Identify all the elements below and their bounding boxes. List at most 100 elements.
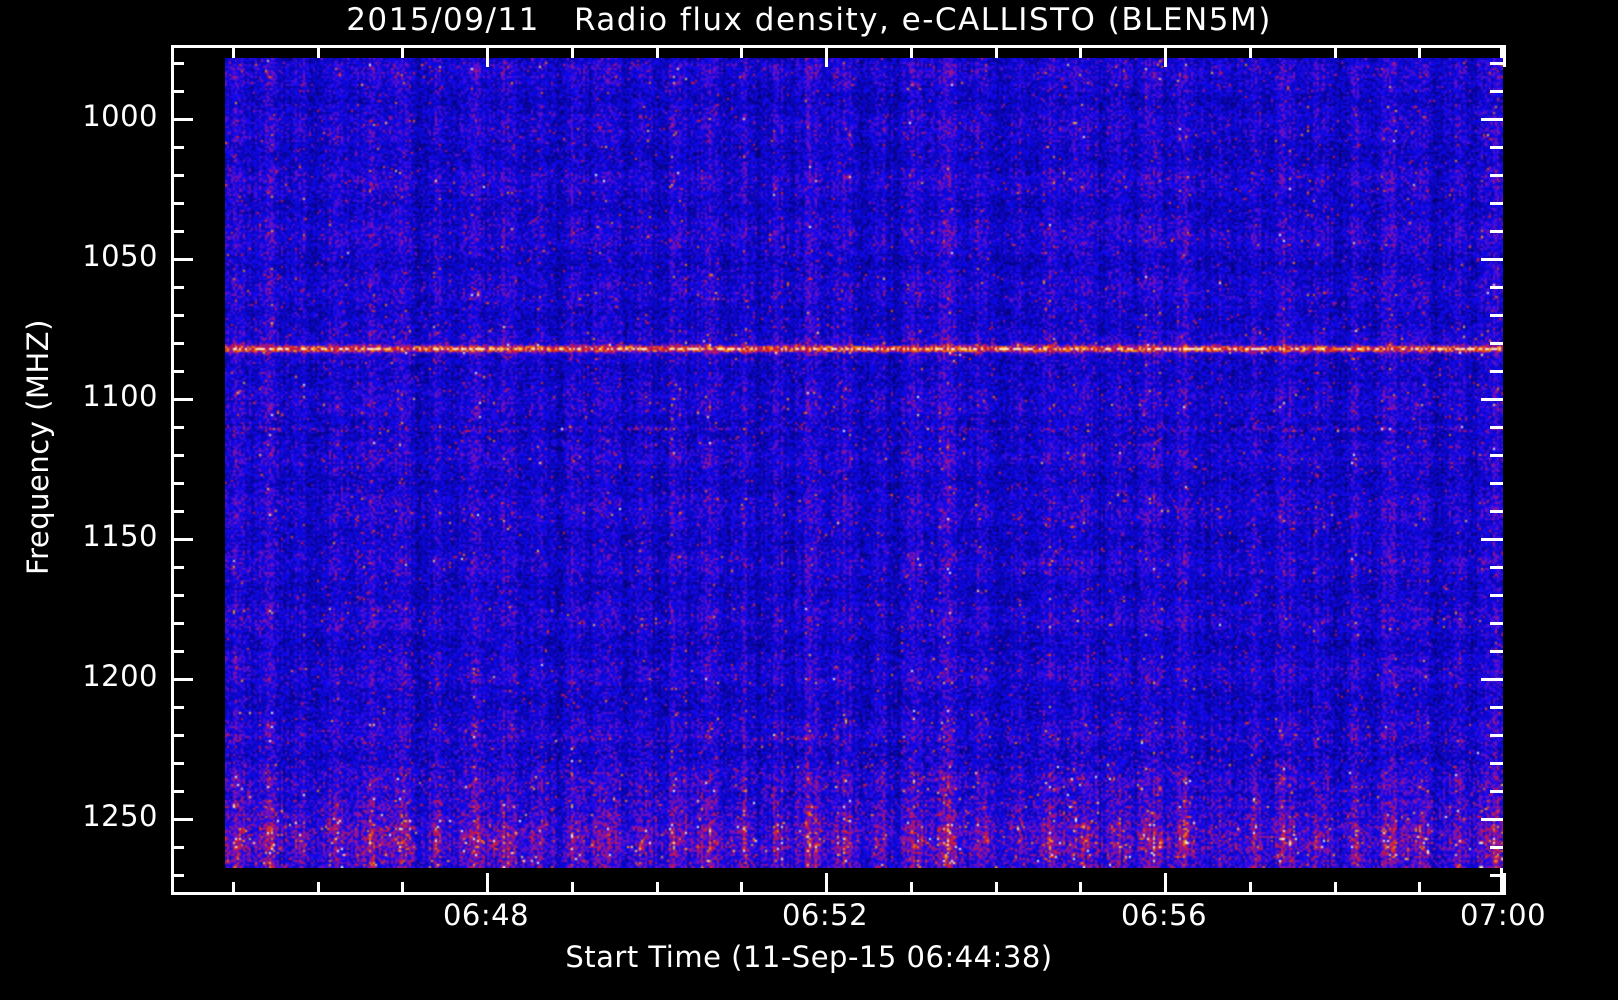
y-axis-minor-tick-right — [1490, 62, 1503, 65]
x-axis-minor-tick-top — [570, 45, 574, 58]
x-axis-title: Start Time (11-Sep-15 06:44:38) — [565, 940, 1053, 974]
x-axis-major-tick-top — [1503, 45, 1506, 67]
x-axis-minor-tick — [1333, 882, 1337, 895]
y-axis-minor-tick — [171, 650, 184, 653]
x-axis-minor-tick — [994, 882, 998, 895]
x-axis-major-tick-top — [486, 45, 489, 67]
y-axis-minor-tick — [171, 314, 184, 317]
x-axis-major-tick — [1164, 873, 1167, 895]
spectrogram-image — [225, 58, 1503, 868]
y-axis-tick-label: 1150 — [82, 519, 158, 553]
y-axis-minor-tick-right — [1490, 874, 1503, 877]
y-axis-minor-tick-right — [1490, 762, 1503, 765]
y-axis-tick-label: 1250 — [82, 799, 158, 833]
y-axis-minor-tick-right — [1490, 90, 1503, 93]
x-axis-minor-tick-top — [994, 45, 998, 58]
x-axis-minor-tick — [1079, 882, 1083, 895]
x-axis-tick-label: 06:48 — [442, 898, 530, 932]
x-axis-minor-tick — [740, 882, 744, 895]
y-axis-minor-tick-right — [1490, 650, 1503, 653]
x-axis-minor-tick — [401, 882, 405, 895]
y-axis-minor-tick-right — [1490, 734, 1503, 737]
y-axis-major-tick — [171, 118, 193, 121]
y-axis-minor-tick — [171, 454, 184, 457]
y-axis-major-tick-right — [1481, 258, 1503, 261]
y-axis-minor-tick — [171, 734, 184, 737]
y-axis-major-tick — [171, 678, 193, 681]
y-axis-minor-tick-right — [1490, 230, 1503, 233]
x-axis-major-tick — [1503, 873, 1506, 895]
y-axis-minor-tick-right — [1490, 482, 1503, 485]
x-axis-minor-tick-top — [909, 45, 913, 58]
y-axis-minor-tick-right — [1490, 174, 1503, 177]
y-axis-minor-tick-right — [1490, 314, 1503, 317]
y-axis-minor-tick — [171, 706, 184, 709]
x-axis-minor-tick-top — [655, 45, 659, 58]
page-title: 2015/09/11 Radio flux density, e-CALLIST… — [346, 2, 1272, 38]
x-axis-minor-tick-top — [1333, 45, 1337, 58]
x-axis-minor-tick — [570, 882, 574, 895]
y-axis-major-tick — [171, 398, 193, 401]
x-axis-tick-label: 07:00 — [1459, 898, 1547, 932]
y-axis-minor-tick — [171, 62, 184, 65]
x-axis-tick-label: 06:56 — [1120, 898, 1208, 932]
y-axis-minor-tick — [171, 342, 184, 345]
spectrogram-canvas — [225, 58, 1503, 868]
x-axis-minor-tick-top — [740, 45, 744, 58]
y-axis-tick-label: 1100 — [82, 379, 158, 413]
y-axis-tick-label: 1200 — [82, 659, 158, 693]
y-axis-minor-tick-right — [1490, 510, 1503, 513]
y-axis-minor-tick — [171, 846, 184, 849]
x-axis-minor-tick-top — [1079, 45, 1083, 58]
y-axis-minor-tick — [171, 230, 184, 233]
y-axis-minor-tick — [171, 90, 184, 93]
y-axis-major-tick-right — [1481, 398, 1503, 401]
x-axis-minor-tick — [1248, 882, 1252, 895]
y-axis-minor-tick-right — [1490, 566, 1503, 569]
y-axis-minor-tick — [171, 622, 184, 625]
y-axis-major-tick-right — [1481, 538, 1503, 541]
y-axis-minor-tick-right — [1490, 286, 1503, 289]
y-axis-major-tick — [171, 538, 193, 541]
y-axis-minor-tick — [171, 482, 184, 485]
y-axis-major-tick — [171, 258, 193, 261]
x-axis-minor-tick-top — [401, 45, 405, 58]
y-axis-minor-tick-right — [1490, 146, 1503, 149]
y-axis-minor-tick-right — [1490, 370, 1503, 373]
x-axis-major-tick-top — [1164, 45, 1167, 67]
y-axis-minor-tick — [171, 594, 184, 597]
x-axis-major-tick — [486, 873, 489, 895]
y-axis-minor-tick-right — [1490, 790, 1503, 793]
y-axis-title: Frequency (MHZ) — [21, 319, 55, 575]
y-axis-minor-tick — [171, 510, 184, 513]
y-axis-tick-label: 1050 — [82, 239, 158, 273]
x-axis-tick-label: 06:52 — [781, 898, 869, 932]
y-axis-minor-tick — [171, 874, 184, 877]
y-axis-minor-tick — [171, 762, 184, 765]
x-axis-minor-tick-top — [316, 45, 320, 58]
y-axis-minor-tick — [171, 286, 184, 289]
y-axis-minor-tick — [171, 174, 184, 177]
y-axis-minor-tick-right — [1490, 594, 1503, 597]
x-axis-minor-tick — [1418, 882, 1422, 895]
y-axis-major-tick — [171, 818, 193, 821]
x-axis-minor-tick-top — [1248, 45, 1252, 58]
y-axis-minor-tick — [171, 370, 184, 373]
y-axis-minor-tick — [171, 202, 184, 205]
y-axis-minor-tick-right — [1490, 202, 1503, 205]
x-axis-minor-tick — [909, 882, 913, 895]
x-axis-major-tick — [825, 873, 828, 895]
y-axis-minor-tick — [171, 146, 184, 149]
y-axis-minor-tick-right — [1490, 706, 1503, 709]
y-axis-minor-tick — [171, 566, 184, 569]
x-axis-minor-tick — [655, 882, 659, 895]
y-axis-minor-tick-right — [1490, 342, 1503, 345]
x-axis-minor-tick-top — [231, 45, 235, 58]
y-axis-minor-tick-right — [1490, 426, 1503, 429]
y-axis-minor-tick — [171, 426, 184, 429]
y-axis-minor-tick-right — [1490, 622, 1503, 625]
y-axis-minor-tick — [171, 790, 184, 793]
y-axis-minor-tick-right — [1490, 846, 1503, 849]
y-axis-major-tick-right — [1481, 678, 1503, 681]
